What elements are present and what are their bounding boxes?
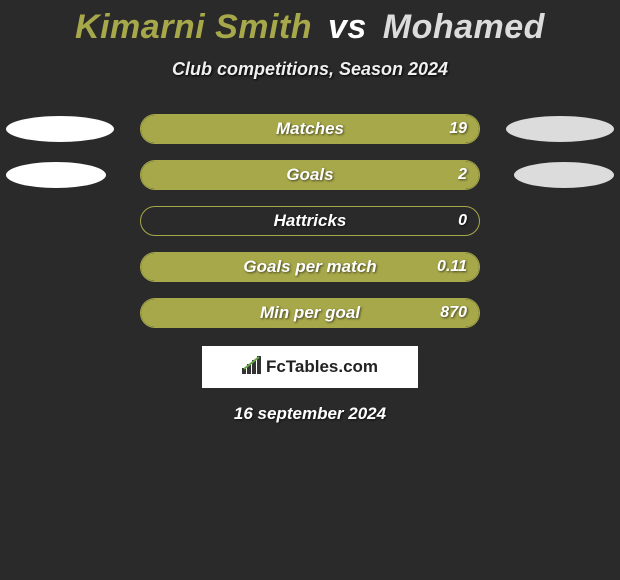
- stat-value: 2: [458, 166, 467, 184]
- stat-label: Min per goal: [141, 303, 479, 323]
- stat-label: Goals per match: [141, 257, 479, 277]
- ellipse-player1: [6, 162, 106, 188]
- stat-row: Matches19: [0, 114, 620, 144]
- logo: FcTables.com: [242, 356, 378, 379]
- stat-label: Matches: [141, 119, 479, 139]
- logo-text: FcTables.com: [266, 357, 378, 377]
- stat-value: 19: [449, 120, 467, 138]
- stat-label: Hattricks: [141, 211, 479, 231]
- stat-row: Min per goal870: [0, 298, 620, 328]
- bar-track: Min per goal870: [140, 298, 480, 328]
- comparison-chart: Matches19 Goals2 Hattricks0 Goals per match…: [0, 114, 620, 328]
- stat-value: 870: [440, 304, 467, 322]
- title-player2: Mohamed: [383, 8, 545, 46]
- ellipse-player2: [514, 162, 614, 188]
- logo-box: FcTables.com: [202, 346, 418, 388]
- bar-track: Goals per match0.11: [140, 252, 480, 282]
- bar-track: Goals2: [140, 160, 480, 190]
- page-title: Kimarni Smith vs Mohamed: [0, 0, 620, 47]
- stat-row: Goals2: [0, 160, 620, 190]
- title-player1: Kimarni Smith: [75, 8, 312, 46]
- bar-track: Hattricks0: [140, 206, 480, 236]
- ellipse-player1: [6, 116, 114, 142]
- stat-row: Hattricks0: [0, 206, 620, 236]
- ellipse-player2: [506, 116, 614, 142]
- title-vs: vs: [328, 8, 367, 46]
- stat-value: 0: [458, 212, 467, 230]
- stat-row: Goals per match0.11: [0, 252, 620, 282]
- subtitle: Club competitions, Season 2024: [0, 59, 620, 80]
- bar-track: Matches19: [140, 114, 480, 144]
- stat-label: Goals: [141, 165, 479, 185]
- stat-value: 0.11: [437, 258, 467, 276]
- date: 16 september 2024: [0, 404, 620, 424]
- bars-icon: [242, 356, 262, 379]
